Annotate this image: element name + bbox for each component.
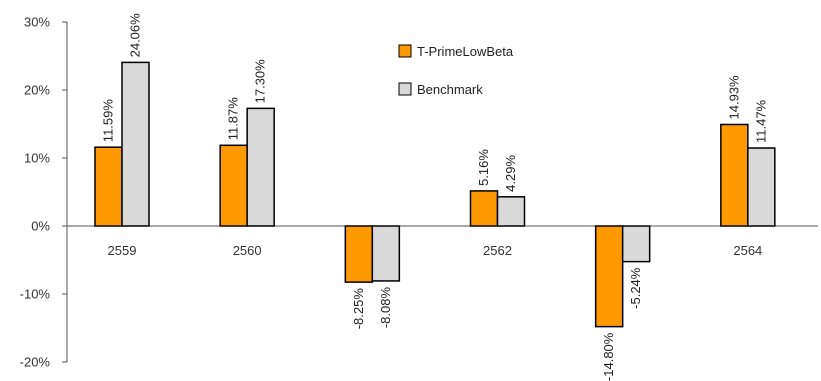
y-tick-label: -20% — [20, 355, 51, 370]
data-label: -8.25% — [351, 288, 366, 330]
y-tick-label: 10% — [24, 151, 50, 166]
bar-benchmark-2561 — [371, 225, 401, 282]
bar-benchmark-2562 — [496, 196, 526, 227]
bars — [94, 61, 776, 328]
legend-label: Benchmark — [417, 82, 483, 97]
bar-benchmark-2564 — [747, 147, 776, 227]
bar-benchmark-2563 — [621, 225, 651, 263]
data-label: 11.47% — [753, 99, 768, 143]
y-tick-label: 20% — [24, 83, 50, 98]
bar-t-primelowbeta-2561 — [344, 225, 374, 283]
data-label: 14.93% — [726, 75, 741, 120]
data-labels: 11.59% 24.06% 11.87% 17.30% -8.25% -8.08% 5.16… — [101, 13, 769, 381]
x-tick-label: 2560 — [233, 243, 262, 258]
bar-t-primelowbeta-2559 — [94, 146, 123, 227]
legend-swatch — [398, 44, 412, 58]
data-label: 11.59% — [101, 99, 116, 143]
data-label: 24.06% — [128, 13, 143, 58]
bar-t-primelowbeta-2562 — [469, 190, 499, 227]
data-label: 11.87% — [226, 97, 241, 141]
data-label: -14.80% — [601, 332, 616, 381]
bar-t-primelowbeta-2564 — [720, 123, 749, 227]
data-label: 4.29% — [503, 155, 518, 192]
bar-t-primelowbeta-2560 — [219, 144, 248, 227]
data-label: -8.08% — [378, 287, 393, 329]
legend: T-PrimeLowBeta Benchmark — [398, 44, 514, 97]
legend-swatch — [398, 82, 412, 96]
data-label: -5.24% — [628, 267, 643, 309]
bar-benchmark-2559 — [121, 61, 150, 227]
data-label: 5.16% — [476, 149, 491, 186]
x-tick-label: 2559 — [108, 243, 137, 258]
bar-t-primelowbeta-2563 — [594, 225, 624, 328]
data-label: 17.30% — [253, 59, 268, 104]
y-tick-label: 0% — [31, 219, 50, 234]
x-tick-label: 2562 — [483, 243, 512, 258]
legend-label: T-PrimeLowBeta — [417, 44, 514, 59]
y-tick-label: -10% — [20, 287, 51, 302]
y-tick-label: 30% — [24, 15, 50, 30]
x-tick-label: 2564 — [733, 243, 762, 258]
bar-benchmark-2560 — [246, 107, 275, 227]
